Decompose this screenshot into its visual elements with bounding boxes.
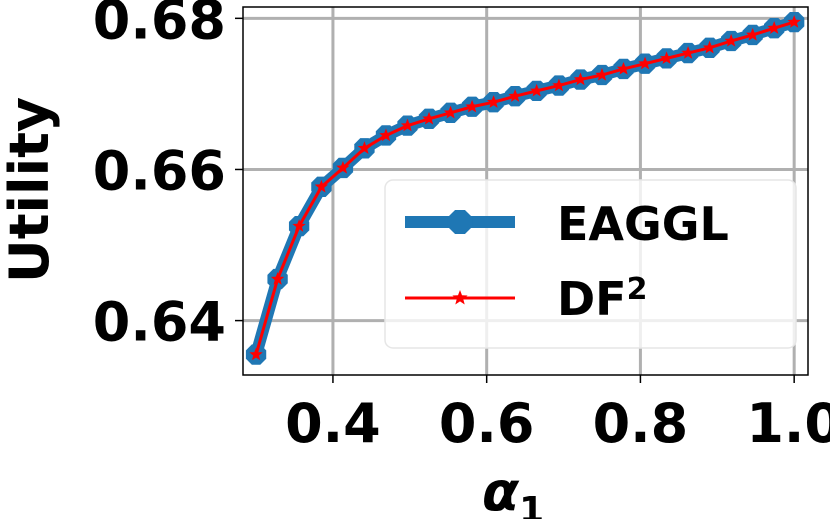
series-point-df2 [638,56,652,70]
series-point-df2 [270,272,285,285]
x-tick-label: 0.8 [593,392,689,455]
series-point-df2 [249,347,263,361]
series-point-df2 [486,95,501,108]
series-point-df2 [292,219,306,232]
series-layer [245,11,805,365]
series-point-df2 [724,34,738,47]
series-point-df2 [746,27,760,41]
series-point-df2 [443,105,458,119]
legend-marker-df2 [452,290,468,305]
x-tick-label: 1.0 [746,392,830,455]
series-point-df2 [508,89,522,102]
legend-marker-eaggl [447,209,473,235]
legend-label-df2: DF2 [557,272,647,326]
series-point-df2 [659,51,674,65]
y-tick-label: 0.64 [93,291,226,354]
series-point-df2 [422,111,436,125]
y-tick-label: 0.66 [93,139,226,202]
x-tick-label: 0.4 [285,392,381,455]
series-point-df2 [767,21,781,34]
legend: EAGGL DF2 [384,179,797,349]
x-axis-label-subscript: 1 [519,490,544,519]
series-point-df2 [616,61,631,75]
plot-frame [242,6,809,376]
legend-label-eaggl: EAGGL [557,197,729,251]
series-point-df2 [314,179,329,193]
y-tick-label: 0.68 [93,0,226,51]
x-axis-label: α1 [482,460,544,519]
series-point-df2 [529,83,544,97]
x-axis-label-symbol: α [482,460,520,519]
series-point-df2 [573,72,588,86]
series-line-df2 [254,20,795,356]
series-point-df2 [379,128,393,142]
legend-label-df2-superscript: 2 [627,272,648,307]
legend-label-df2-base: DF [557,272,627,326]
series-point-df2 [357,141,372,154]
series-point-df2 [336,160,350,174]
series-point-df2 [681,46,695,59]
series-point-df2 [595,68,609,81]
tick-layer: 0.4 0.6 0.8 1.0 0.64 0.66 0.68 [93,0,830,455]
series-point-df2 [400,118,415,132]
series-point-df2 [552,78,566,92]
series-point-df2 [465,99,479,113]
y-axis-label: Utility [0,97,61,283]
x-tick-label: 0.6 [439,392,535,455]
legend-entry-eaggl [405,209,515,235]
series-point-df2 [787,15,801,28]
series-point-df2 [702,40,717,54]
legend-entry-df2 [405,290,515,305]
